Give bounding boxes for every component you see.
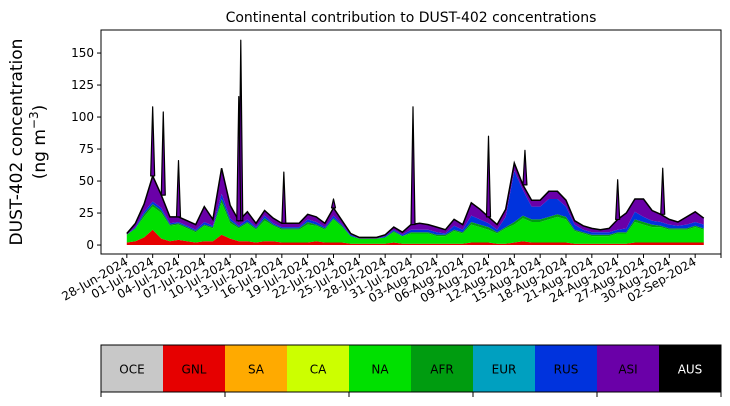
y-axis-label: DUST-402 concentration (ng m−3) — [7, 39, 50, 246]
peak-spike — [330, 198, 337, 209]
y-tick-label: 50 — [79, 174, 94, 188]
legend-swatch-ca — [287, 345, 350, 392]
legend-swatch-gnl — [163, 345, 226, 392]
legend-label: ASI — [618, 363, 637, 377]
y-tick-label: 25 — [79, 206, 94, 220]
legend-label: AFR — [430, 363, 453, 377]
area-na — [126, 202, 704, 244]
y-axis: 0 25 50 75 100 125 150 — [71, 46, 101, 252]
legend-swatch-eur — [473, 345, 536, 392]
peak-spike — [150, 106, 156, 177]
y-tick-label: 150 — [71, 46, 94, 60]
y-tick-label: 125 — [71, 78, 94, 92]
legend-label: OCE — [119, 363, 144, 377]
legend-label: CA — [310, 363, 327, 377]
peak-spike — [175, 159, 182, 218]
legend-swatch-sa — [225, 345, 288, 392]
legend: OCE GNL SA CA NA AFR EUR RUS ASI AUS — [100, 344, 722, 397]
legend-label: GNL — [182, 363, 207, 377]
legend-label: SA — [248, 363, 265, 377]
peak-spike — [410, 106, 416, 226]
chart-title: Continental contribution to DUST-402 con… — [226, 10, 597, 26]
y-tick-label: 75 — [79, 142, 94, 156]
legend-swatch-asi — [597, 345, 660, 392]
legend-label: RUS — [554, 363, 579, 377]
peak-spike — [485, 135, 492, 218]
area-asi — [126, 163, 704, 239]
y-tick-label: 0 — [86, 238, 94, 252]
legend-swatch-aus — [659, 345, 722, 392]
peak-spike — [236, 95, 242, 222]
plot-area — [100, 29, 722, 255]
peak-spike — [522, 149, 528, 186]
y-axis-label-exponent: −3 — [27, 111, 41, 129]
legend-label: AUS — [678, 363, 703, 377]
legend-swatch-oce — [101, 345, 164, 392]
y-axis-label-line1: DUST-402 concentration — [7, 39, 27, 246]
y-axis-label-close: ) — [30, 105, 50, 112]
peak-spike — [615, 179, 621, 221]
y-axis-label-line2: (ng m−3) — [27, 105, 50, 180]
legend-swatch-rus — [535, 345, 598, 392]
x-axis: 28-Jun-202401-Jul-202404-Jul-202407-Jul-… — [59, 254, 722, 305]
legend-label: EUR — [492, 363, 517, 377]
legend-swatch-na — [349, 345, 412, 392]
legend-frame — [100, 344, 722, 393]
legend-swatch-afr — [411, 345, 474, 392]
area-gnl — [126, 229, 704, 245]
legend-label: NA — [371, 363, 389, 377]
peak-spike — [281, 171, 287, 224]
peak-spike — [160, 111, 166, 196]
y-tick-label: 100 — [71, 110, 94, 124]
area-rus — [126, 170, 704, 239]
peak-spike — [660, 167, 666, 215]
y-axis-label-unit: (ng m — [30, 129, 50, 179]
